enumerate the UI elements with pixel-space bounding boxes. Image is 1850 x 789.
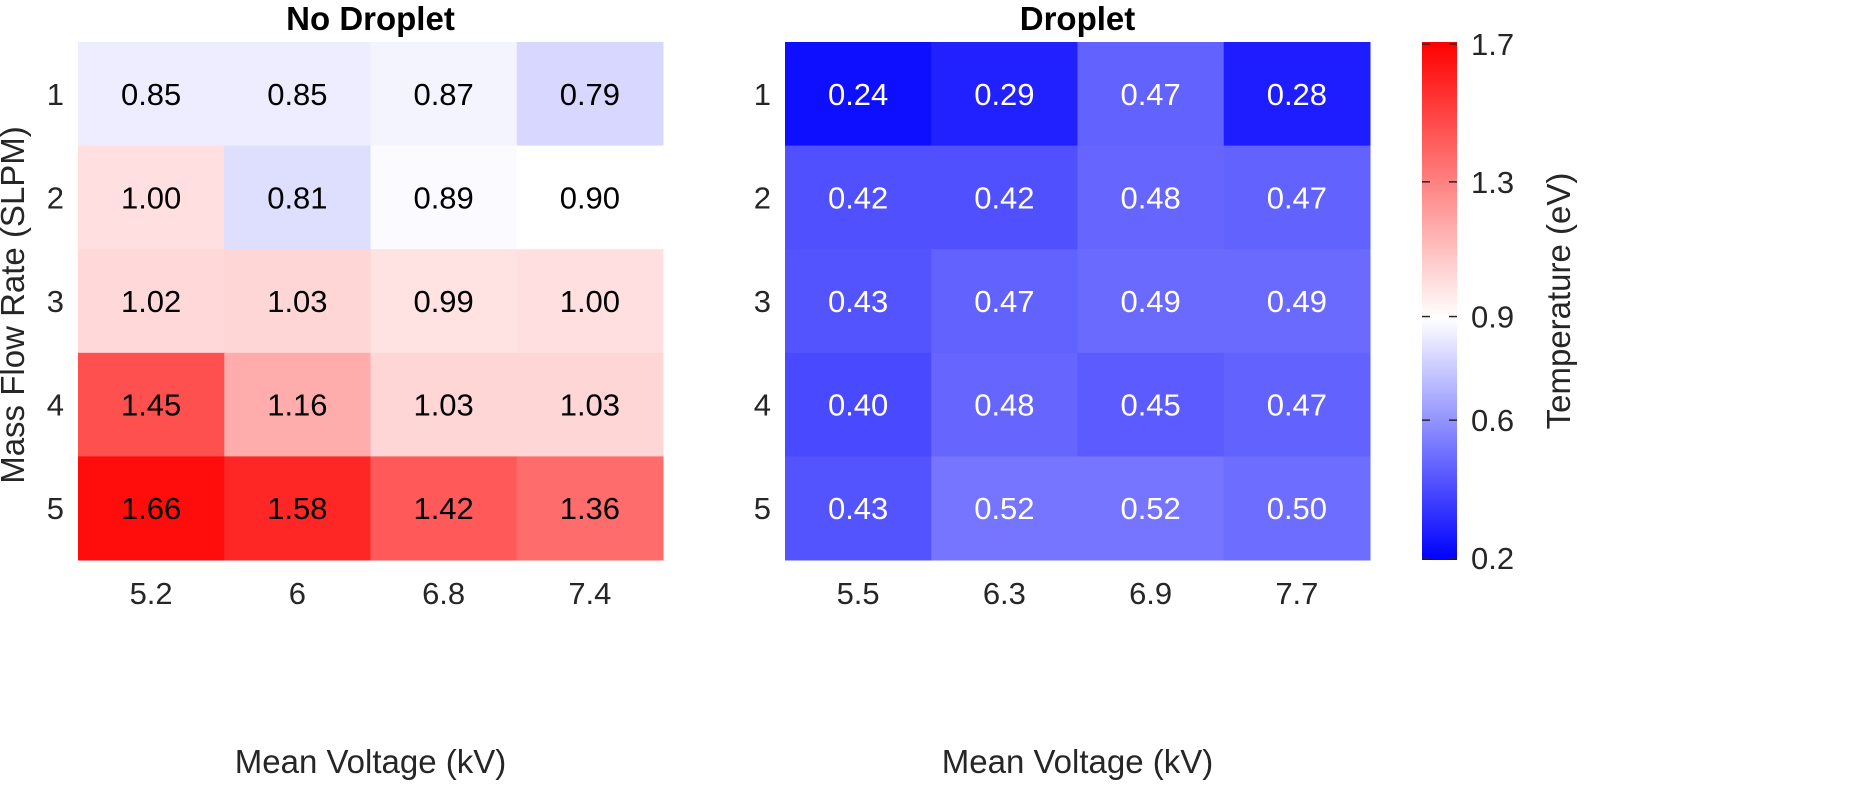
cell-value-label: 0.45 bbox=[1120, 388, 1180, 423]
cell-value-label: 0.47 bbox=[974, 284, 1034, 319]
cell-value-label: 0.49 bbox=[1267, 284, 1327, 319]
cell-value-label: 0.47 bbox=[1267, 180, 1327, 215]
y-tick-label: 1 bbox=[47, 77, 64, 112]
cell-value-label: 1.03 bbox=[413, 388, 473, 423]
cell-value-label: 1.00 bbox=[560, 284, 620, 319]
heatmap-no-droplet: 0.85 0.85 0.87 0.79 1.00 0.81 0.89 0.90 1.02 1.03… bbox=[0, 0, 664, 780]
cell-value-label: 1.58 bbox=[267, 491, 327, 526]
cell-value-label: 0.79 bbox=[560, 77, 620, 112]
cell-value-label: 1.02 bbox=[121, 284, 181, 319]
cell-value-label: 0.50 bbox=[1267, 491, 1327, 526]
x-tick-label: 5.2 bbox=[130, 576, 173, 611]
colorbar-tick-label: 0.6 bbox=[1471, 403, 1514, 438]
colorbar-gradient bbox=[1422, 42, 1457, 560]
y-tick-label: 4 bbox=[47, 388, 64, 423]
cell-value-label: 1.36 bbox=[560, 491, 620, 526]
cell-value-label: 0.42 bbox=[974, 180, 1034, 215]
y-tick-label: 1 bbox=[754, 77, 771, 112]
cell-value-label: 0.81 bbox=[267, 180, 327, 215]
cell-value-label: 0.49 bbox=[1120, 284, 1180, 319]
x-tick-label: 5.5 bbox=[837, 576, 880, 611]
y-tick-label: 2 bbox=[47, 180, 64, 215]
cell-value-label: 0.48 bbox=[974, 388, 1034, 423]
x-tick-label: 6.8 bbox=[422, 576, 465, 611]
cell-value-label: 0.85 bbox=[267, 77, 327, 112]
cell-value-label: 0.43 bbox=[828, 491, 888, 526]
x-axis-label: Mean Voltage (kV) bbox=[942, 743, 1213, 780]
x-tick-label: 7.4 bbox=[568, 576, 611, 611]
cell-value-label: 0.52 bbox=[1120, 491, 1180, 526]
colorbar: 1.7 1.3 0.9 0.6 0.2 Temperature (eV) bbox=[1422, 27, 1577, 576]
cell-value-label: 0.47 bbox=[1120, 77, 1180, 112]
cell-value-label: 0.43 bbox=[828, 284, 888, 319]
cell-value-label: 0.90 bbox=[560, 180, 620, 215]
cell-value-label: 1.00 bbox=[121, 180, 181, 215]
cell-value-label: 1.42 bbox=[413, 491, 473, 526]
x-tick-label: 6.9 bbox=[1129, 576, 1172, 611]
colorbar-label: Temperature (eV) bbox=[1540, 173, 1577, 430]
y-tick-label: 4 bbox=[754, 388, 771, 423]
cell-value-label: 0.99 bbox=[413, 284, 473, 319]
colorbar-tick-label: 1.3 bbox=[1471, 165, 1514, 200]
y-tick-label: 3 bbox=[754, 284, 771, 319]
cell-value-label: 0.52 bbox=[974, 491, 1034, 526]
chart-title: Droplet bbox=[1020, 0, 1136, 37]
cell-value-label: 1.16 bbox=[267, 388, 327, 423]
cell-value-label: 0.87 bbox=[413, 77, 473, 112]
y-tick-label: 5 bbox=[47, 491, 64, 526]
cell-value-label: 0.40 bbox=[828, 388, 888, 423]
cell-value-label: 0.29 bbox=[974, 77, 1034, 112]
cell-value-label: 0.28 bbox=[1267, 77, 1327, 112]
cell-value-label: 0.47 bbox=[1267, 388, 1327, 423]
y-tick-label: 5 bbox=[754, 491, 771, 526]
heatmap-droplet: 0.24 0.29 0.47 0.28 0.42 0.42 0.48 0.47 0.43 0.47… bbox=[754, 0, 1371, 780]
cell-value-label: 1.03 bbox=[560, 388, 620, 423]
x-tick-label: 6.3 bbox=[983, 576, 1026, 611]
colorbar-tick-label: 0.9 bbox=[1471, 300, 1514, 335]
y-tick-label: 2 bbox=[754, 180, 771, 215]
cell-value-label: 0.42 bbox=[828, 180, 888, 215]
x-tick-label: 7.7 bbox=[1275, 576, 1318, 611]
cell-value-label: 0.89 bbox=[413, 180, 473, 215]
colorbar-tick-label: 1.7 bbox=[1471, 27, 1514, 62]
cell-value-label: 1.45 bbox=[121, 388, 181, 423]
colorbar-tick-label: 0.2 bbox=[1471, 541, 1514, 576]
cell-value-label: 0.48 bbox=[1120, 180, 1180, 215]
x-axis-label: Mean Voltage (kV) bbox=[235, 743, 506, 780]
y-axis-label: Mass Flow Rate (SLPM) bbox=[0, 126, 31, 484]
chart-title: No Droplet bbox=[286, 0, 455, 37]
y-tick-label: 3 bbox=[47, 284, 64, 319]
x-tick-label: 6 bbox=[289, 576, 306, 611]
cell-value-label: 0.24 bbox=[828, 77, 888, 112]
cell-value-label: 1.03 bbox=[267, 284, 327, 319]
cell-value-label: 1.66 bbox=[121, 491, 181, 526]
cell-value-label: 0.85 bbox=[121, 77, 181, 112]
